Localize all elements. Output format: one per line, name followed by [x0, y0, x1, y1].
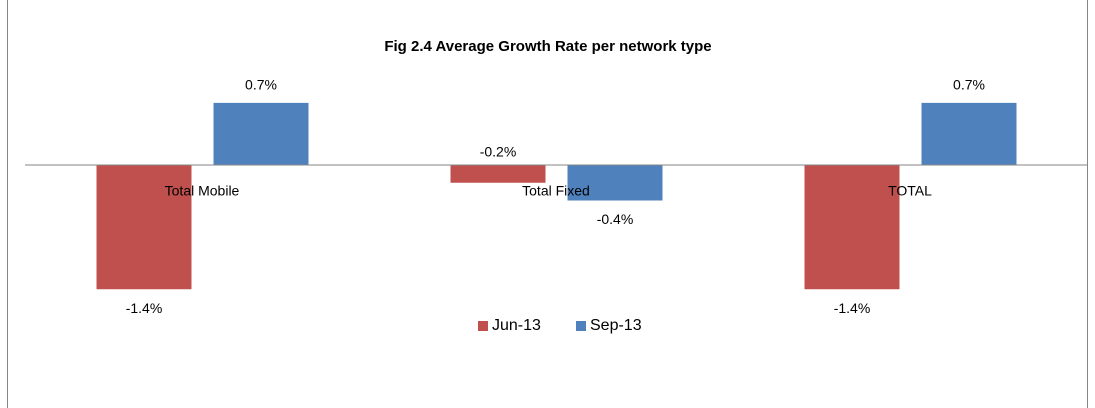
bar [804, 165, 900, 290]
x-tick-label: Total Fixed [522, 183, 590, 199]
legend-label: Sep-13 [590, 317, 642, 334]
x-tick-label: TOTAL [888, 183, 932, 199]
chart-title: Fig 2.4 Average Growth Rate per network … [384, 38, 711, 55]
legend-swatch [576, 321, 586, 331]
legend-label: Jun-13 [492, 317, 541, 334]
data-label: -1.4% [126, 300, 163, 316]
bar [450, 165, 546, 183]
bar [96, 165, 192, 290]
bar [921, 102, 1017, 165]
data-label: -0.2% [480, 144, 517, 160]
data-label: -0.4% [597, 211, 634, 227]
data-label: 0.7% [245, 77, 277, 93]
data-label: -1.4% [834, 300, 871, 316]
bar [567, 165, 663, 201]
data-label: 0.7% [953, 77, 985, 93]
legend-swatch [478, 321, 488, 331]
bar [213, 102, 309, 165]
x-tick-label: Total Mobile [165, 183, 240, 199]
